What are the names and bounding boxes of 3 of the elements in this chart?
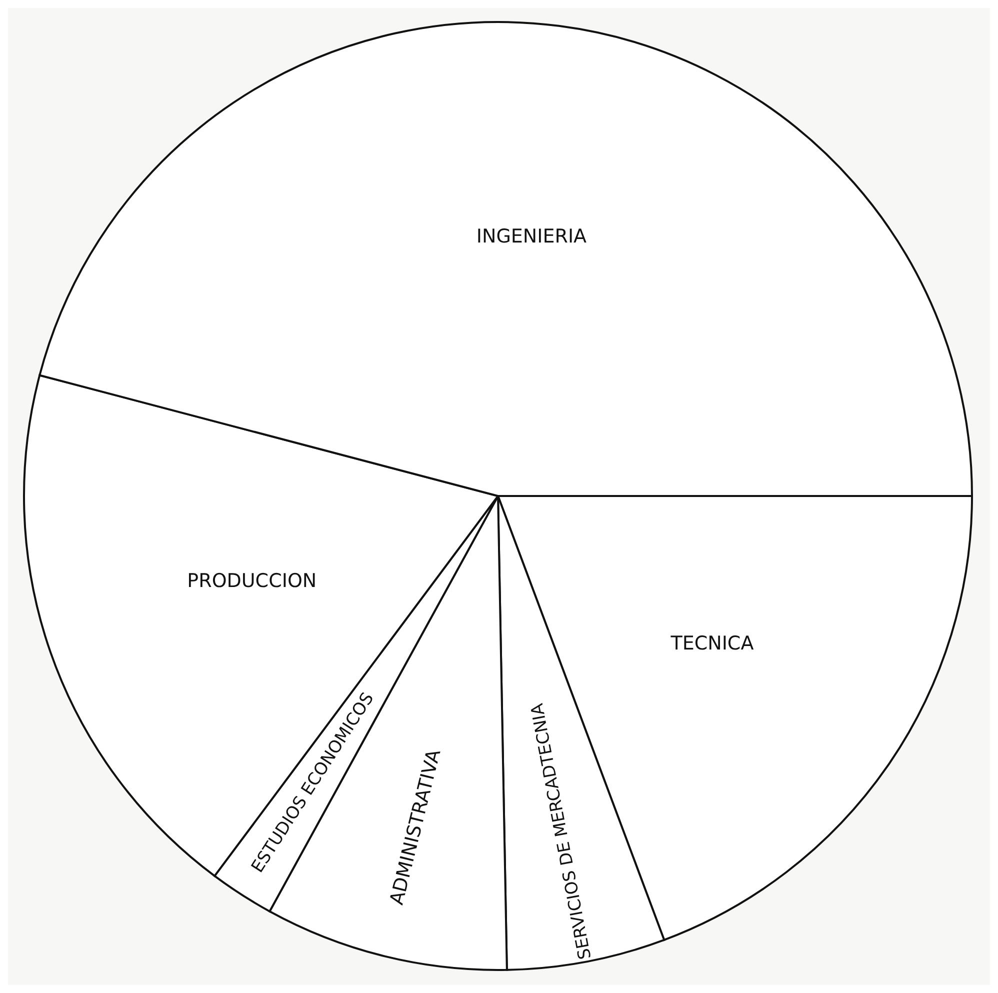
slice-label: PRODUCCION xyxy=(187,570,317,592)
slice-label: INGENIERIA xyxy=(476,226,587,248)
slice-label: TECNICA xyxy=(670,632,754,655)
